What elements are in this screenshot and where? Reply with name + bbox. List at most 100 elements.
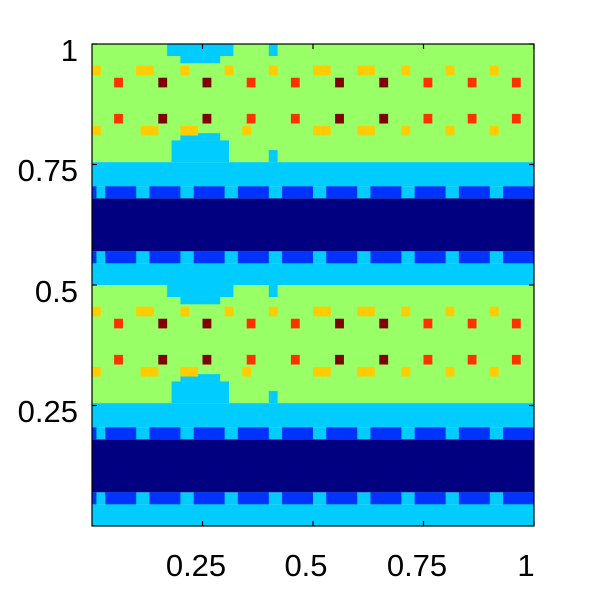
hot-spot bbox=[357, 65, 367, 76]
band-4 bbox=[92, 403, 534, 428]
band-dash bbox=[370, 427, 402, 440]
band-dash bbox=[458, 251, 490, 264]
hot-spot bbox=[92, 366, 101, 377]
band-bulge bbox=[180, 56, 221, 64]
hot-spot bbox=[246, 354, 256, 365]
band-dash bbox=[193, 427, 225, 440]
hot-spot bbox=[467, 77, 477, 88]
band-dash bbox=[503, 186, 534, 199]
hot-spot bbox=[401, 366, 411, 377]
hot-spot bbox=[202, 318, 212, 329]
hot-spot bbox=[92, 65, 101, 76]
band-bulge bbox=[180, 133, 221, 141]
hot-spot bbox=[489, 65, 499, 76]
band-dash bbox=[149, 186, 181, 199]
hot-spot bbox=[242, 366, 252, 377]
hot-spot bbox=[246, 318, 256, 329]
hot-spot bbox=[158, 113, 168, 124]
hot-spot bbox=[290, 113, 300, 124]
hot-spot bbox=[445, 65, 455, 76]
band-dash bbox=[370, 186, 402, 199]
band-bulge bbox=[171, 140, 230, 163]
band-dash bbox=[193, 251, 225, 264]
hot-spot bbox=[202, 113, 212, 124]
hot-spot bbox=[180, 125, 190, 136]
band-dash bbox=[503, 251, 534, 264]
hot-spot bbox=[379, 318, 389, 329]
band-dash bbox=[414, 492, 446, 505]
hot-spot bbox=[92, 306, 101, 317]
hot-spot bbox=[149, 366, 159, 377]
band-dash bbox=[105, 492, 137, 505]
hot-spot bbox=[511, 113, 521, 124]
x-tick-label-1: 1 bbox=[517, 548, 534, 583]
hot-spot bbox=[423, 77, 433, 88]
hot-spot bbox=[313, 366, 322, 377]
band-dash bbox=[503, 427, 534, 440]
hot-spot bbox=[366, 366, 375, 377]
band-dash bbox=[282, 427, 313, 440]
hot-spot bbox=[401, 125, 411, 136]
x-tick-label-0.75: 0.75 bbox=[387, 548, 447, 583]
hot-spot bbox=[321, 125, 331, 136]
band-5 bbox=[92, 44, 534, 163]
band-5 bbox=[92, 285, 534, 404]
hot-spot bbox=[290, 77, 300, 88]
band-dash bbox=[92, 427, 97, 440]
hot-spot bbox=[366, 125, 375, 136]
band-dash bbox=[370, 492, 402, 505]
band-dash bbox=[193, 186, 225, 199]
band-dash bbox=[414, 186, 446, 199]
y-tick-label-0.5: 0.5 bbox=[35, 274, 78, 309]
band-0 bbox=[92, 263, 534, 285]
band-dash bbox=[458, 427, 490, 440]
band-dash bbox=[414, 427, 446, 440]
hot-spot bbox=[313, 65, 322, 76]
band-dash bbox=[237, 492, 269, 505]
hot-spot bbox=[489, 306, 499, 317]
band-dash bbox=[92, 492, 97, 505]
hot-spot bbox=[92, 125, 101, 136]
hot-spot bbox=[189, 125, 199, 136]
hot-spot bbox=[268, 306, 278, 317]
hot-spot bbox=[366, 65, 375, 76]
band-bulge bbox=[268, 44, 278, 57]
band-dash bbox=[105, 427, 137, 440]
hot-spot bbox=[290, 354, 300, 365]
hot-spot bbox=[335, 113, 344, 124]
hot-spot bbox=[379, 113, 389, 124]
band-bulge bbox=[268, 150, 278, 163]
band-4 bbox=[92, 162, 534, 187]
band-0 bbox=[92, 504, 534, 526]
band-dash bbox=[503, 492, 534, 505]
hot-spot bbox=[224, 306, 234, 317]
band-dash bbox=[149, 492, 181, 505]
y-tick-label-0.75: 0.75 bbox=[18, 153, 78, 188]
plot-frame bbox=[91, 43, 535, 527]
hot-spot bbox=[321, 65, 331, 76]
band-dash bbox=[326, 186, 358, 199]
hot-spot bbox=[136, 65, 146, 76]
band-dash bbox=[237, 427, 269, 440]
band-dash bbox=[149, 251, 181, 264]
hot-spot bbox=[136, 306, 146, 317]
band-dash bbox=[105, 251, 137, 264]
hot-spot bbox=[114, 354, 123, 365]
band-dash bbox=[237, 186, 269, 199]
hot-spot bbox=[202, 77, 212, 88]
hot-spot bbox=[489, 125, 499, 136]
band-bulge bbox=[180, 374, 221, 382]
band-dash bbox=[458, 186, 490, 199]
hot-spot bbox=[180, 306, 190, 317]
band-dash bbox=[92, 251, 97, 264]
band-bulge bbox=[171, 381, 230, 404]
hot-spot bbox=[246, 77, 256, 88]
hot-spot bbox=[268, 65, 278, 76]
hot-spot bbox=[357, 366, 367, 377]
hot-spot bbox=[379, 77, 389, 88]
hot-spot bbox=[357, 125, 367, 136]
band-dash bbox=[326, 251, 358, 264]
hot-spot bbox=[145, 65, 154, 76]
band-2 bbox=[92, 198, 534, 252]
